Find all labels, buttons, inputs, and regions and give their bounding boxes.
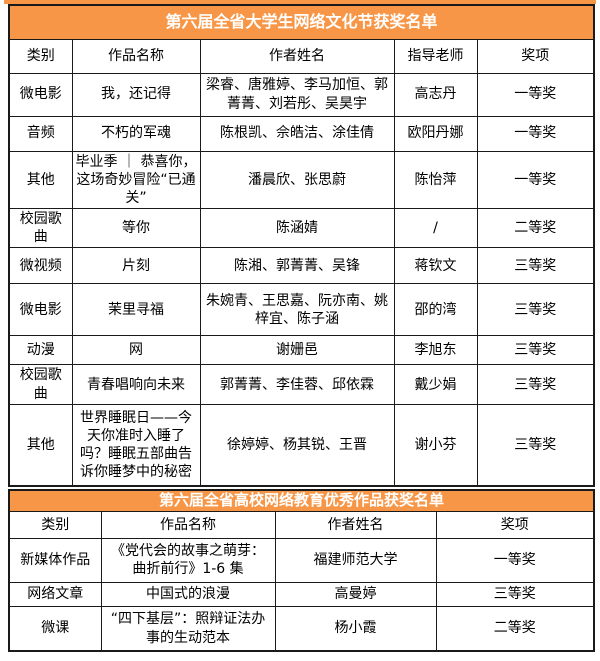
cell-category: 校园歌曲 xyxy=(8,364,73,405)
cell-category: 校园歌曲 xyxy=(8,208,73,249)
cell-advisor: 戴少娟 xyxy=(393,364,478,405)
table-row: 网络文章 中国式的浪漫 高曼婷 三等奖 xyxy=(8,581,595,607)
cell-authors: 朱婉青、王思嘉、阮亦南、姚梓宜、陈子涵 xyxy=(199,283,395,337)
cell-category: 动漫 xyxy=(8,335,73,366)
table-row: 动漫 网 谢姗邑 李旭东 三等奖 xyxy=(8,335,595,366)
table-row: 校园歌曲 等你 陈涵婧 / 二等奖 xyxy=(8,208,595,249)
cell-category: 微课 xyxy=(8,605,102,652)
cell-authors: 杨小霞 xyxy=(274,605,437,652)
cell-authors: 潘晨欣、张思蔚 xyxy=(199,150,395,210)
table-row: 新媒体作品 《党代会的故事之萌芽：曲折前行》1-6 集 福建师范大学 一等奖 xyxy=(8,537,595,583)
cell-authors: 梁睿、唐雅婷、李马加恒、郭菁菁、刘若彤、吴昊宇 xyxy=(199,72,395,117)
col-header-work-title: 作品名称 xyxy=(71,38,201,74)
cell-work-title: “四下基层”：照辩证法办事的生动范本 xyxy=(100,605,276,652)
cell-authors: 陈根凯、佘皓洁、涂佳倩 xyxy=(199,115,395,152)
cell-award: 三等奖 xyxy=(476,247,595,285)
top-accent-strip xyxy=(4,0,596,4)
cell-award: 三等奖 xyxy=(476,283,595,337)
cell-authors: 徐婷婷、杨其锐、王晋 xyxy=(199,403,395,487)
table-title: 第六届全省大学生网络文化节获奖名单 xyxy=(8,4,595,40)
cell-award: 一等奖 xyxy=(476,72,595,117)
cell-work-title: 中国式的浪漫 xyxy=(100,581,276,607)
header-row: 类别 作品名称 作者姓名 指导老师 奖项 xyxy=(8,38,595,74)
cell-award: 三等奖 xyxy=(435,581,595,607)
cell-authors: 高曼婷 xyxy=(274,581,437,607)
table-title-row: 第六届全省高校网络教育优秀作品获奖名单 xyxy=(8,489,595,512)
cell-work-title: 青春唱响向未来 xyxy=(71,364,201,405)
cell-category: 网络文章 xyxy=(8,581,102,607)
cell-advisor: 欧阳丹娜 xyxy=(393,115,478,152)
cell-category: 其他 xyxy=(8,403,73,487)
col-header-award: 奖项 xyxy=(476,38,595,74)
cell-authors: 福建师范大学 xyxy=(274,537,437,583)
table-row: 微课 “四下基层”：照辩证法办事的生动范本 杨小霞 二等奖 xyxy=(8,605,595,652)
cell-advisor: 陈怡萍 xyxy=(393,150,478,210)
cell-category: 新媒体作品 xyxy=(8,537,102,583)
cell-work-title: 不朽的军魂 xyxy=(71,115,201,152)
cell-category: 音频 xyxy=(8,115,73,152)
cell-authors: 陈涵婧 xyxy=(199,208,395,249)
table-title-row: 第六届全省大学生网络文化节获奖名单 xyxy=(8,4,595,40)
table-row: 其他 世界睡眠日——今天你准时入睡了吗？睡眠五部曲告诉你睡梦中的秘密 徐婷婷、杨… xyxy=(8,403,595,487)
table-education-awards: 第六届全省高校网络教育优秀作品获奖名单 类别 作品名称 作者姓名 奖项 新媒体作… xyxy=(8,489,596,653)
cell-advisor: 邵的湾 xyxy=(393,283,478,337)
col-header-authors: 作者姓名 xyxy=(199,38,395,74)
cell-award: 一等奖 xyxy=(476,115,595,152)
cell-work-title: 茉里寻福 xyxy=(71,283,201,337)
cell-work-title: 等你 xyxy=(71,208,201,249)
cell-work-title: 网 xyxy=(71,335,201,366)
cell-category: 微电影 xyxy=(8,283,73,337)
cell-advisor: 谢小芬 xyxy=(393,403,478,487)
table-title: 第六届全省高校网络教育优秀作品获奖名单 xyxy=(8,489,595,512)
cell-work-title: 毕业季 ｜ 恭喜你，这场奇妙冒险“已通关” xyxy=(71,150,201,210)
col-header-advisor: 指导老师 xyxy=(393,38,478,74)
table-row: 微视频 片刻 陈湘、郭菁菁、吴锋 蒋钦文 三等奖 xyxy=(8,247,595,285)
cell-work-title: 片刻 xyxy=(71,247,201,285)
cell-advisor: 蒋钦文 xyxy=(393,247,478,285)
table-student-awards: 第六届全省大学生网络文化节获奖名单 类别 作品名称 作者姓名 指导老师 奖项 微… xyxy=(8,4,596,488)
table-row: 音频 不朽的军魂 陈根凯、佘皓洁、涂佳倩 欧阳丹娜 一等奖 xyxy=(8,115,595,152)
table-row: 微电影 茉里寻福 朱婉青、王思嘉、阮亦南、姚梓宜、陈子涵 邵的湾 三等奖 xyxy=(8,283,595,337)
cell-advisor: 高志丹 xyxy=(393,72,478,117)
col-header-category: 类别 xyxy=(8,38,73,74)
cell-work-title: 我，还记得 xyxy=(71,72,201,117)
cell-award: 二等奖 xyxy=(435,605,595,652)
cell-category: 微电影 xyxy=(8,72,73,117)
cell-award: 一等奖 xyxy=(476,150,595,210)
cell-award: 三等奖 xyxy=(476,335,595,366)
cell-authors: 谢姗邑 xyxy=(199,335,395,366)
cell-authors: 郭菁菁、李佳蓉、邱依霖 xyxy=(199,364,395,405)
header-row: 类别 作品名称 作者姓名 奖项 xyxy=(8,510,595,539)
cell-advisor: / xyxy=(393,208,478,249)
cell-advisor: 李旭东 xyxy=(393,335,478,366)
table-row: 其他 毕业季 ｜ 恭喜你，这场奇妙冒险“已通关” 潘晨欣、张思蔚 陈怡萍 一等奖 xyxy=(8,150,595,210)
cell-award: 二等奖 xyxy=(476,208,595,249)
cell-category: 微视频 xyxy=(8,247,73,285)
cell-award: 三等奖 xyxy=(476,403,595,487)
cell-award: 三等奖 xyxy=(476,364,595,405)
cell-work-title: 世界睡眠日——今天你准时入睡了吗？睡眠五部曲告诉你睡梦中的秘密 xyxy=(71,403,201,487)
table-row: 校园歌曲 青春唱响向未来 郭菁菁、李佳蓉、邱依霖 戴少娟 三等奖 xyxy=(8,364,595,405)
col-header-work-title: 作品名称 xyxy=(100,510,276,539)
col-header-category: 类别 xyxy=(8,510,102,539)
col-header-authors: 作者姓名 xyxy=(274,510,437,539)
col-header-award: 奖项 xyxy=(435,510,595,539)
table-row: 微电影 我，还记得 梁睿、唐雅婷、李马加恒、郭菁菁、刘若彤、吴昊宇 高志丹 一等… xyxy=(8,72,595,117)
cell-authors: 陈湘、郭菁菁、吴锋 xyxy=(199,247,395,285)
cell-award: 一等奖 xyxy=(435,537,595,583)
cell-work-title: 《党代会的故事之萌芽：曲折前行》1-6 集 xyxy=(100,537,276,583)
cell-category: 其他 xyxy=(8,150,73,210)
